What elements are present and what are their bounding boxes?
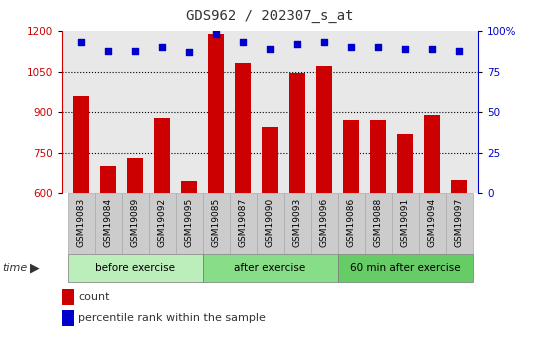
Point xyxy=(374,45,382,50)
Point xyxy=(212,31,220,37)
Bar xyxy=(181,181,197,193)
Bar xyxy=(73,96,89,193)
Bar xyxy=(256,193,284,254)
Bar xyxy=(122,193,148,254)
Point xyxy=(77,40,85,45)
Bar xyxy=(424,115,440,193)
Text: GSM19094: GSM19094 xyxy=(428,198,436,247)
Bar xyxy=(94,193,122,254)
Point xyxy=(428,46,436,52)
Bar xyxy=(100,166,116,193)
Bar xyxy=(338,193,364,254)
Bar xyxy=(68,254,202,282)
Point xyxy=(320,40,328,45)
Bar xyxy=(176,193,202,254)
Point xyxy=(266,46,274,52)
Text: GSM19093: GSM19093 xyxy=(293,198,301,247)
Text: 60 min after exercise: 60 min after exercise xyxy=(350,263,460,273)
Bar xyxy=(235,63,251,193)
Text: percentile rank within the sample: percentile rank within the sample xyxy=(78,313,266,323)
Bar xyxy=(446,193,472,254)
Bar xyxy=(316,66,332,193)
Text: GSM19089: GSM19089 xyxy=(131,198,139,247)
Text: GSM19097: GSM19097 xyxy=(455,198,463,247)
Bar xyxy=(289,73,305,193)
Bar xyxy=(451,180,467,193)
Text: time: time xyxy=(3,263,28,273)
Bar xyxy=(202,254,338,282)
Bar xyxy=(392,193,418,254)
Bar xyxy=(370,120,386,193)
Bar xyxy=(262,127,278,193)
Text: GSM19092: GSM19092 xyxy=(158,198,166,247)
Text: GSM19087: GSM19087 xyxy=(239,198,247,247)
Point xyxy=(347,45,355,50)
Bar xyxy=(148,193,176,254)
Bar xyxy=(343,120,359,193)
Point xyxy=(185,49,193,55)
Text: GSM19086: GSM19086 xyxy=(347,198,355,247)
Bar xyxy=(154,118,170,193)
Point xyxy=(158,45,166,50)
Text: count: count xyxy=(78,292,110,302)
Point xyxy=(104,48,112,53)
Bar xyxy=(68,193,94,254)
Text: GSM19085: GSM19085 xyxy=(212,198,220,247)
Bar xyxy=(127,158,143,193)
Text: before exercise: before exercise xyxy=(95,263,175,273)
Bar xyxy=(230,193,256,254)
Bar xyxy=(364,193,391,254)
Text: GSM19096: GSM19096 xyxy=(320,198,328,247)
Point xyxy=(293,41,301,47)
Bar xyxy=(202,193,230,254)
Text: GSM19088: GSM19088 xyxy=(374,198,382,247)
Text: GDS962 / 202307_s_at: GDS962 / 202307_s_at xyxy=(186,9,354,23)
Bar xyxy=(338,254,472,282)
Point xyxy=(239,40,247,45)
Text: GSM19083: GSM19083 xyxy=(77,198,85,247)
Bar xyxy=(62,289,74,305)
Point xyxy=(131,48,139,53)
Text: GSM19084: GSM19084 xyxy=(104,198,112,247)
Text: GSM19090: GSM19090 xyxy=(266,198,274,247)
Text: after exercise: after exercise xyxy=(234,263,306,273)
Text: ▶: ▶ xyxy=(30,262,39,275)
Bar xyxy=(208,34,224,193)
Point xyxy=(455,48,463,53)
Bar xyxy=(310,193,338,254)
Text: GSM19091: GSM19091 xyxy=(401,198,409,247)
Bar xyxy=(62,310,74,326)
Point xyxy=(401,46,409,52)
Bar xyxy=(284,193,310,254)
Bar xyxy=(418,193,445,254)
Text: GSM19095: GSM19095 xyxy=(185,198,193,247)
Bar xyxy=(397,134,413,193)
